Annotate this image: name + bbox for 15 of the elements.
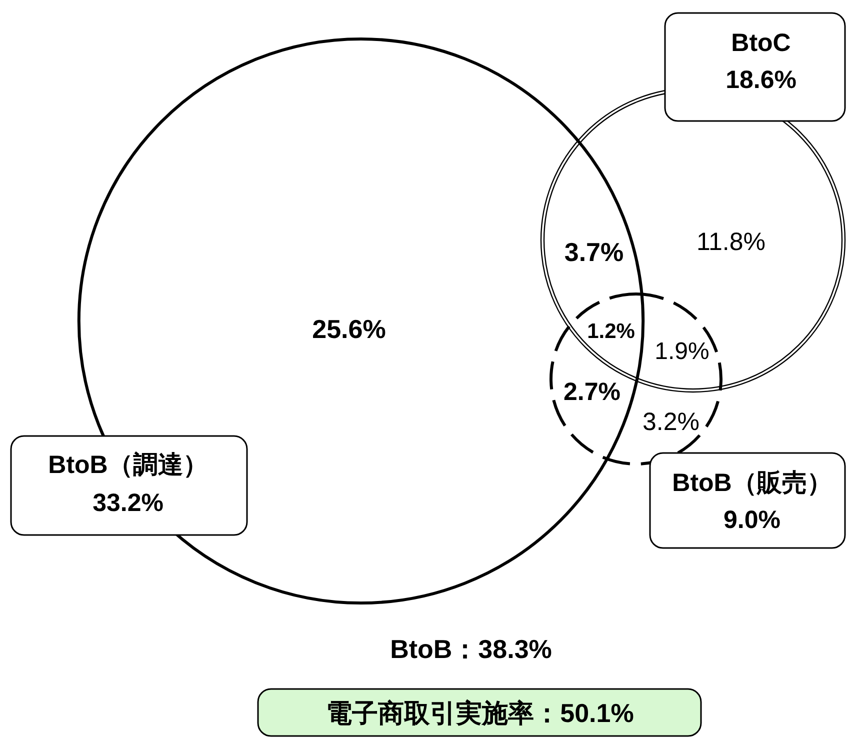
data-label: 18.6% — [726, 66, 796, 94]
text: 電子商取引実施率：50.1% — [326, 698, 634, 728]
text: BtoB：38.3% — [390, 634, 552, 664]
text: 25.6% — [312, 314, 386, 344]
text: 2.7% — [564, 378, 620, 406]
data-label: 9.0% — [724, 506, 780, 534]
text: 1.9% — [654, 338, 710, 365]
category-label: BtoC — [731, 29, 791, 57]
category-label: BtoB（販売） — [672, 469, 832, 497]
text: 3.2% — [642, 408, 700, 436]
category-label: BtoB（調達） — [48, 451, 208, 479]
text: 1.2% — [587, 320, 636, 343]
text: 3.7% — [564, 237, 624, 267]
text: 11.8% — [696, 228, 766, 256]
data-label: 33.2% — [92, 489, 164, 517]
